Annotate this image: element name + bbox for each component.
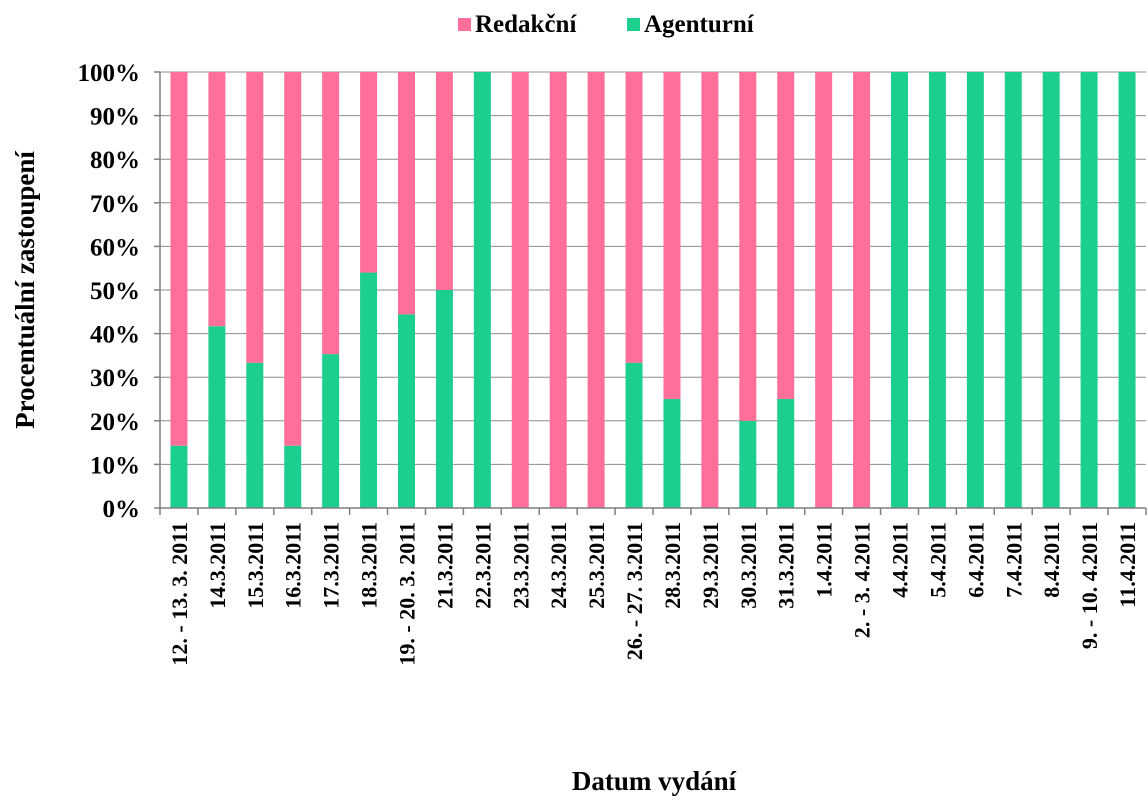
bar-segment bbox=[549, 72, 567, 508]
bar-segment bbox=[663, 399, 681, 508]
legend: Redakční Agenturní bbox=[458, 11, 755, 38]
y-tick-label: 20% bbox=[90, 409, 140, 436]
bar-segment bbox=[208, 72, 226, 327]
bar-segment bbox=[1004, 72, 1022, 508]
bar-segment bbox=[360, 272, 378, 508]
bar-segment bbox=[246, 362, 264, 508]
bar-segment bbox=[625, 72, 643, 363]
bar-segment bbox=[1118, 72, 1136, 508]
legend-swatch bbox=[627, 18, 640, 31]
bar-segment bbox=[891, 72, 908, 508]
legend-label: Agenturní bbox=[644, 11, 755, 38]
bar-segment bbox=[511, 72, 529, 508]
bar-segment bbox=[815, 72, 833, 508]
bar-segment bbox=[625, 362, 643, 508]
bar-segment bbox=[398, 72, 415, 315]
y-tick-label: 100% bbox=[78, 60, 141, 87]
y-tick-label: 10% bbox=[90, 452, 140, 479]
bar-segment bbox=[322, 72, 340, 355]
bar-segment bbox=[1042, 72, 1060, 508]
bar-segment bbox=[322, 354, 340, 508]
bar-segment bbox=[853, 72, 871, 508]
y-axis-title: Procentuální zastoupení bbox=[10, 151, 40, 429]
y-tick-label: 70% bbox=[90, 191, 140, 218]
y-tick-label: 90% bbox=[90, 104, 140, 131]
bar-segment bbox=[739, 420, 757, 508]
x-tick-label: 23.3.2011 bbox=[508, 522, 533, 609]
bar-segment bbox=[170, 72, 188, 446]
bar-segment bbox=[435, 72, 453, 290]
y-tick-label: 0% bbox=[103, 496, 141, 523]
x-tick-label: 15.3.2011 bbox=[243, 522, 268, 609]
y-tick-label: 40% bbox=[90, 322, 140, 349]
y-tick-label: 60% bbox=[90, 234, 140, 261]
y-tick-label: 50% bbox=[90, 278, 140, 305]
gridlines bbox=[160, 71, 1146, 465]
bar-segment bbox=[246, 72, 264, 363]
bar-segment bbox=[284, 72, 302, 446]
bar-segment bbox=[473, 72, 491, 508]
x-tick-label: 30.3.2011 bbox=[736, 522, 761, 609]
bar-segment bbox=[777, 399, 795, 508]
x-tick-label: 21.3.2011 bbox=[432, 522, 457, 609]
x-tick-label: 2. - 3. 4.2011 bbox=[850, 522, 875, 638]
x-tick-label: 25.3.2011 bbox=[584, 522, 609, 609]
x-tick-label: 26. - 27. 3.2011 bbox=[622, 522, 647, 660]
x-tick-label: 9. - 10. 4.2011 bbox=[1077, 522, 1102, 649]
x-axis-title: Datum vydání bbox=[572, 766, 737, 796]
x-tick-label: 29.3.2011 bbox=[698, 522, 723, 609]
y-tick-label: 80% bbox=[90, 147, 140, 174]
legend-label: Redakční bbox=[475, 11, 577, 38]
bar-segment bbox=[360, 72, 378, 273]
x-tick-label: 1.4.2011 bbox=[812, 522, 837, 598]
legend-swatch bbox=[458, 18, 471, 31]
axes bbox=[154, 71, 1147, 515]
bar-segment bbox=[170, 445, 188, 508]
bar-segment bbox=[777, 72, 795, 399]
bar-segment bbox=[398, 314, 415, 508]
x-tick-label: 6.4.2011 bbox=[963, 522, 988, 598]
x-tick-label: 19. - 20. 3. 2011 bbox=[395, 522, 420, 666]
bar-segment bbox=[928, 72, 946, 508]
x-tick-label: 12. - 13. 3. 2011 bbox=[167, 522, 192, 666]
x-tick-labels: 12. - 13. 3. 2011 14.3.2011 15.3.2011 16.3.… bbox=[167, 522, 1140, 666]
x-tick-label: 14.3.2011 bbox=[205, 522, 230, 609]
y-tick-labels: 0% 10% 20% 30% 40% 50% 60% 70% 80% 90% 100% bbox=[78, 60, 141, 523]
x-tick-label: 28.3.2011 bbox=[660, 522, 685, 609]
bar-segment bbox=[435, 290, 453, 508]
bar-segment bbox=[663, 72, 681, 399]
bar-segment bbox=[587, 72, 605, 508]
x-tick-label: 11.4.2011 bbox=[1115, 522, 1140, 608]
x-tick-label: 18.3.2011 bbox=[357, 522, 382, 609]
x-tick-label: 4.4.2011 bbox=[888, 522, 913, 598]
x-tick-label: 16.3.2011 bbox=[281, 522, 306, 609]
y-tick-label: 30% bbox=[90, 365, 140, 392]
x-tick-label: 24.3.2011 bbox=[546, 522, 571, 609]
bars bbox=[170, 72, 1136, 508]
bar-segment bbox=[701, 72, 719, 508]
bar-segment bbox=[739, 72, 757, 421]
x-tick-label: 8.4.2011 bbox=[1039, 522, 1064, 598]
x-tick-label: 22.3.2011 bbox=[470, 522, 495, 609]
bar-segment bbox=[284, 445, 302, 508]
bar-segment bbox=[1080, 72, 1098, 508]
x-tick-label: 17.3.2011 bbox=[319, 522, 344, 609]
bar-segment bbox=[208, 326, 226, 508]
bar-segment bbox=[966, 72, 984, 508]
x-tick-label: 7.4.2011 bbox=[1001, 522, 1026, 598]
x-tick-label: 5.4.2011 bbox=[925, 522, 950, 598]
x-tick-label: 31.3.2011 bbox=[774, 522, 799, 609]
